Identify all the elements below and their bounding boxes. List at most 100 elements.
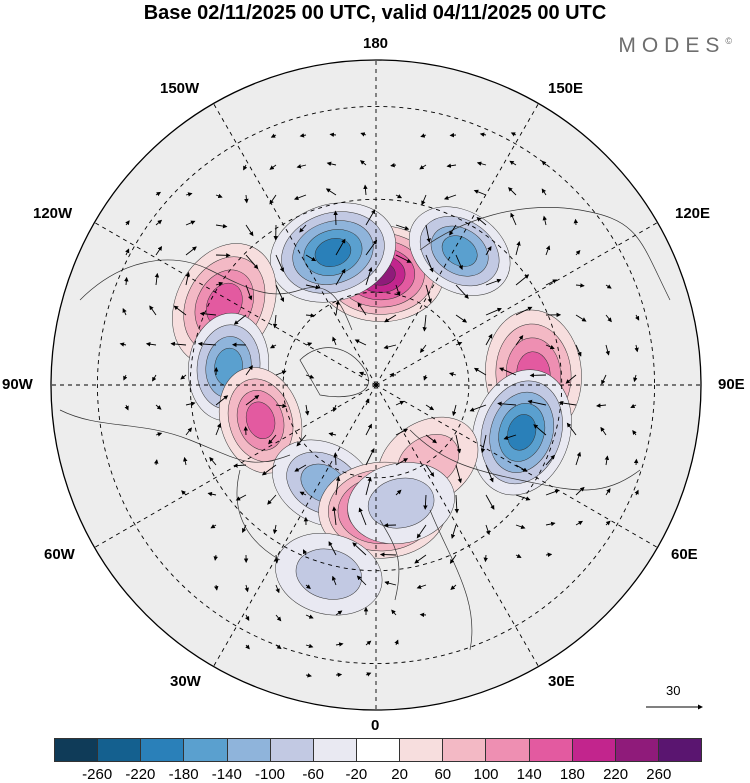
wind-vector — [245, 394, 260, 406]
wind-vector — [269, 164, 277, 170]
wind-vector — [485, 245, 492, 256]
wind-vector — [452, 404, 457, 417]
wind-vector — [416, 524, 427, 539]
wind-vector — [245, 224, 254, 237]
wind-vector — [485, 307, 502, 316]
wind-vector — [485, 524, 491, 536]
wind-vector — [261, 464, 277, 476]
wind-vector — [395, 284, 401, 297]
wind-vector — [527, 399, 547, 406]
wind-vector — [483, 554, 488, 563]
wind-vector — [510, 132, 517, 137]
colorbar-ticks: -260 -220 -180 -140 -100 -60 -20 20 60 100 140 180 2… — [0, 766, 750, 783]
wind-vector — [515, 241, 521, 256]
anomaly-center — [471, 369, 572, 496]
wind-vector — [476, 217, 487, 226]
wind-vector — [299, 491, 307, 496]
lon-label-60e: 60E — [671, 546, 698, 563]
wind-vector — [575, 520, 583, 526]
wind-vector — [395, 428, 409, 436]
wind-vector — [155, 191, 162, 197]
lon-label-150w: 150W — [160, 80, 200, 97]
wind-vector — [600, 426, 607, 436]
wind-vector — [269, 194, 277, 205]
wind-vector — [181, 490, 187, 496]
wind-vector — [604, 455, 610, 466]
wind-vector — [515, 306, 533, 316]
latitude-circle — [282, 291, 470, 479]
wind-vector — [395, 254, 412, 263]
wind-vector — [335, 610, 343, 616]
wind-vector — [395, 458, 409, 466]
wind-vector — [305, 342, 313, 347]
wind-vector — [270, 133, 277, 138]
wind-vector — [357, 302, 367, 316]
wind-vector — [155, 432, 163, 437]
wind-vector — [455, 284, 469, 299]
wind-vector — [233, 314, 247, 325]
anomaly-center — [275, 533, 383, 616]
wind-vector — [515, 274, 530, 286]
colorbar-tick-label: 220 — [603, 766, 629, 783]
latitude-circle — [189, 198, 563, 572]
wind-vector — [365, 209, 376, 226]
colorbar-swatch — [184, 739, 228, 761]
wind-vector — [419, 344, 427, 353]
wind-vector — [333, 452, 338, 466]
colorbar-swatch — [615, 739, 659, 761]
wind-vector — [335, 642, 344, 647]
wind-vector — [454, 494, 460, 514]
wind-vector — [155, 219, 163, 226]
wind-vector — [508, 187, 517, 196]
wind-vector — [215, 223, 228, 229]
wind-vector — [395, 489, 402, 496]
wind-vector — [394, 639, 399, 646]
lon-label-30w: 30W — [170, 673, 201, 690]
wind-vector — [244, 584, 249, 593]
wind-vector — [425, 464, 435, 477]
wind-vector — [515, 524, 526, 529]
wind-vector — [566, 422, 577, 436]
wind-vector — [455, 464, 462, 484]
colorbar-tick-label: 60 — [434, 766, 452, 783]
wind-vector — [245, 284, 253, 301]
wind-vector — [352, 542, 367, 556]
wind-vector — [365, 423, 372, 436]
wind-vector — [335, 268, 346, 286]
wind-vector — [365, 398, 370, 406]
wind-vector — [275, 403, 287, 409]
wind-vector — [296, 164, 307, 169]
wind-vector — [365, 266, 373, 286]
wind-vector — [419, 164, 427, 170]
colorbar-tick-label: 100 — [473, 766, 499, 783]
wind-vector — [183, 456, 188, 466]
colorbar-tick-label: -20 — [345, 766, 368, 783]
wind-vector — [384, 314, 397, 323]
wind-vector — [515, 494, 531, 501]
wind-vector — [575, 283, 585, 288]
wind-vector — [446, 163, 457, 168]
colorbar-tick-label: -260 — [82, 766, 113, 783]
wind-vector — [391, 609, 397, 616]
wind-vector — [425, 284, 432, 304]
wind-vector — [185, 220, 196, 226]
latitude-circle — [96, 105, 656, 665]
wind-vector — [384, 580, 397, 586]
wind-vector — [450, 584, 457, 590]
wind-vector — [542, 215, 548, 226]
colorbar-tick-label: -140 — [211, 766, 242, 783]
wind-vector — [605, 284, 612, 289]
wind-vector — [558, 400, 577, 406]
wind-vector — [185, 401, 196, 406]
wind-vector — [180, 374, 187, 380]
anomaly-center — [408, 206, 511, 296]
colorbar-tick-label: -220 — [125, 766, 156, 783]
wind-vector — [359, 160, 367, 166]
wind-vector — [170, 341, 187, 347]
wind-vector — [275, 644, 282, 650]
lon-label-90e: 90E — [718, 376, 745, 393]
colorbar-swatch — [313, 739, 357, 761]
wind-vector — [455, 254, 463, 270]
coastline — [409, 429, 641, 491]
wind-vector — [476, 161, 487, 166]
